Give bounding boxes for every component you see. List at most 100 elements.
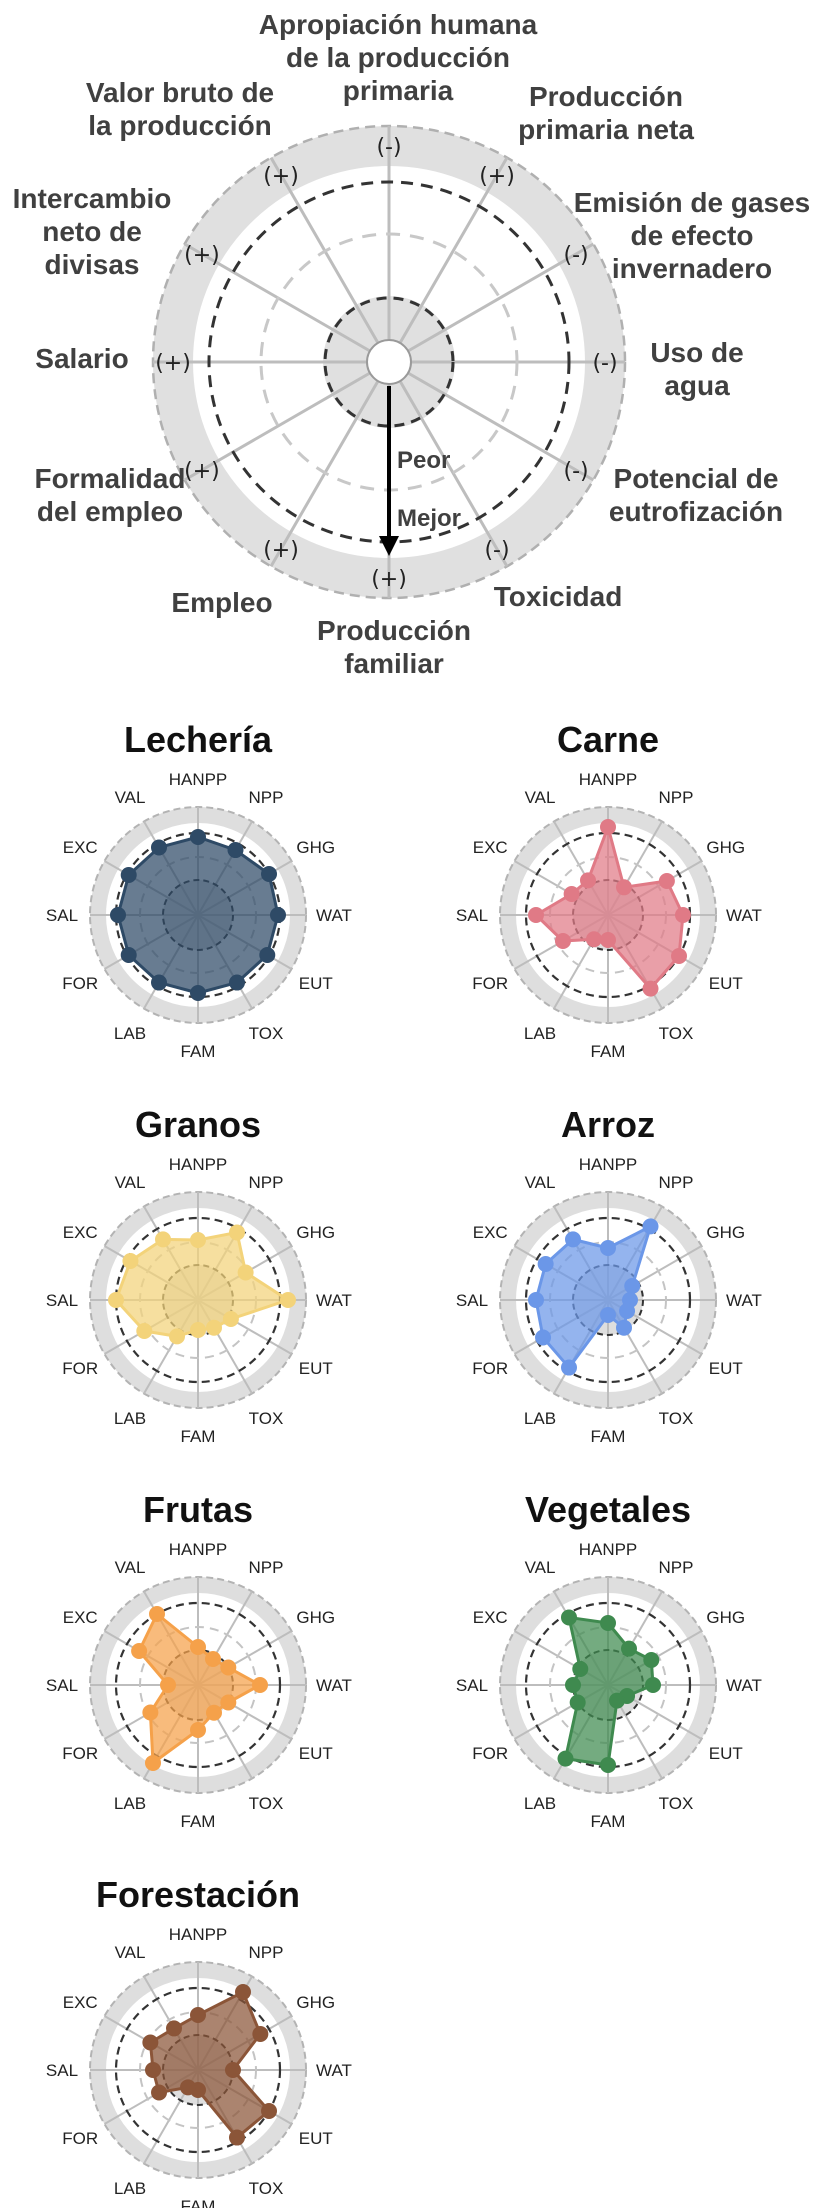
legend-radar: (-) (+) (-) (-) (-) (-) (+) (+) (+) (+) (+) (+) Peor… (13, 9, 811, 679)
axis-tick-label: TOX (659, 1409, 694, 1428)
axis-tick-label: WAT (726, 906, 762, 925)
data-point (261, 866, 278, 882)
axis-tick-label: SAL (456, 1291, 488, 1310)
data-point (155, 1231, 171, 1248)
data-point (642, 980, 659, 997)
axis-tick-label: NPP (659, 1558, 694, 1577)
data-point (190, 1639, 206, 1655)
data-point (149, 1605, 165, 1622)
data-point (621, 1640, 637, 1657)
axis-tick-label: LAB (114, 1794, 146, 1813)
axis-tick-label: TOX (659, 1024, 694, 1043)
data-point (222, 1311, 239, 1327)
axis-tick-label: TOX (249, 1024, 284, 1043)
axis-tick-label: EUT (299, 2129, 333, 2148)
data-point (280, 1292, 296, 1308)
axis-tick-label: EXC (63, 1608, 98, 1627)
chart-title: Carne (557, 719, 659, 760)
axis-label: la producción (88, 110, 272, 141)
axis-label: Apropiación humana (259, 9, 538, 40)
axis-tick-label: NPP (249, 788, 284, 807)
legend-spoke (407, 371, 595, 482)
axis-tick-label: EXC (63, 1993, 98, 2012)
series-area (564, 1615, 655, 1767)
axis-tick-label: NPP (659, 1173, 694, 1192)
axis-label: Empleo (171, 587, 272, 618)
axis-label: Intercambio (13, 183, 172, 214)
axis-tick-label: SAL (46, 1291, 78, 1310)
axis-sign: (+) (371, 567, 407, 592)
axis-sign: (-) (564, 459, 589, 484)
axis-label: familiar (344, 648, 444, 679)
axis-tick-label: FAM (591, 1812, 626, 1831)
axis-sign: (+) (184, 459, 220, 484)
series-area (148, 1990, 271, 2140)
data-point (642, 1218, 659, 1235)
data-point (600, 819, 616, 835)
data-point (261, 2103, 278, 2119)
axis-sign: (+) (479, 164, 515, 189)
axis-tick-label: TOX (249, 1794, 284, 1813)
axis-tick-label: VAL (525, 1558, 556, 1577)
axis-label: Toxicidad (494, 581, 623, 612)
axis-tick-label: TOX (249, 2179, 284, 2198)
data-point (190, 1322, 206, 1338)
axis-tick-label: LAB (114, 2179, 146, 2198)
data-point (252, 2026, 269, 2042)
axis-tick-label: WAT (316, 2061, 352, 2080)
axis-label: primaria neta (518, 114, 694, 145)
axis-tick-label: VAL (525, 788, 556, 807)
axis-tick-label: HANPP (579, 1155, 638, 1174)
data-point (537, 1256, 554, 1272)
data-point (235, 1984, 251, 2001)
data-point (270, 907, 286, 923)
axis-tick-label: FOR (472, 1744, 508, 1763)
data-point (227, 842, 244, 859)
data-point (600, 1240, 616, 1256)
series-area (137, 1612, 262, 1765)
axis-tick-label: LAB (524, 1794, 556, 1813)
data-point (131, 1643, 148, 1659)
data-point (586, 931, 602, 948)
axis-tick-label: SAL (456, 1676, 488, 1695)
axis-tick-label: EXC (63, 1223, 98, 1242)
data-point (190, 2007, 206, 2023)
axis-tick-label: HANPP (579, 1540, 638, 1559)
axis-tick-label: VAL (115, 1558, 146, 1577)
axis-label: del empleo (37, 496, 183, 527)
data-point (206, 1704, 222, 1721)
data-point (169, 1328, 185, 1345)
mini-radar-2: Granos HANPP NPP GHG WAT EUT TOX FAM LAB FOR SAL EX… (46, 1104, 352, 1446)
data-point (658, 873, 675, 889)
data-point (671, 948, 688, 964)
data-point (122, 1253, 139, 1269)
data-point (190, 829, 206, 845)
data-point (237, 1264, 254, 1281)
axis-tick-label: NPP (249, 1943, 284, 1962)
axis-tick-label: WAT (316, 1676, 352, 1695)
legend-spoke (398, 156, 509, 344)
axis-tick-label: SAL (46, 906, 78, 925)
data-point (142, 2034, 159, 2051)
axis-tick-label: FOR (472, 974, 508, 993)
axis-tick-label: EUT (299, 974, 333, 993)
axis-tick-label: TOX (659, 1794, 694, 1813)
data-point (528, 907, 544, 923)
data-point (142, 1704, 159, 1721)
data-point (206, 1319, 222, 1336)
mini-radar-5: Vegetales HANPP NPP GHG WAT EUT TOX FAM LAB FOR SA… (456, 1489, 762, 1831)
data-point (151, 839, 167, 856)
data-point (160, 1677, 176, 1693)
data-point (220, 1694, 237, 1711)
axis-tick-label: WAT (726, 1676, 762, 1695)
direction-arrow-head (379, 536, 399, 556)
axis-tick-label: VAL (525, 1173, 556, 1192)
axis-sign: (-) (376, 135, 401, 160)
axis-sign: (+) (263, 164, 299, 189)
chart-title: Arroz (561, 1104, 655, 1145)
data-point (561, 1359, 577, 1376)
data-point (108, 1292, 124, 1308)
axis-tick-label: SAL (46, 2061, 78, 2080)
axis-tick-label: SAL (456, 906, 488, 925)
